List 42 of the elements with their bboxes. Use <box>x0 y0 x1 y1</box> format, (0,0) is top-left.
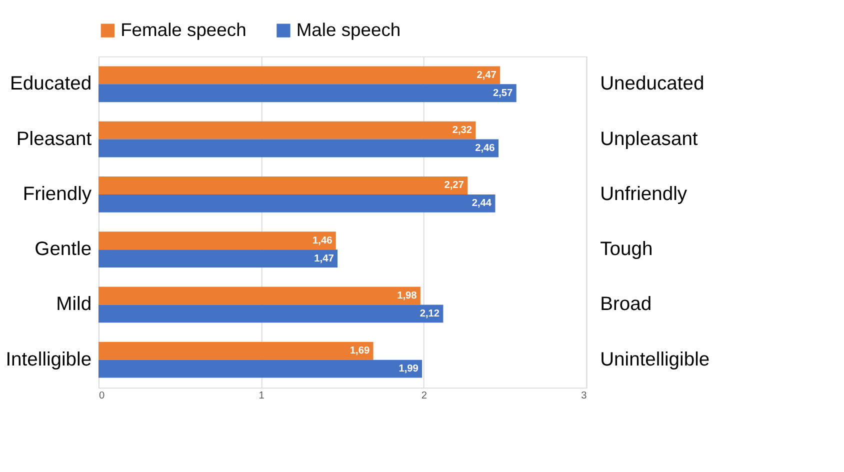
bar <box>98 66 500 84</box>
data-label: 2,32 <box>452 125 472 136</box>
y-tick-label: Friendly <box>22 184 92 205</box>
bar <box>98 360 422 378</box>
y2-tick-label: Unintelligible <box>600 349 710 370</box>
bar <box>98 232 336 250</box>
bar <box>98 342 374 360</box>
data-label: 2,47 <box>476 70 497 81</box>
bar <box>98 84 516 102</box>
bar <box>98 304 444 323</box>
data-label: 2,46 <box>475 143 496 154</box>
data-label: 1,47 <box>314 253 334 264</box>
y2-tick-label: Uneducated <box>600 74 704 95</box>
x-tick-label: 0 <box>98 390 105 402</box>
bar <box>98 139 498 158</box>
y2-tick-label: Tough <box>600 239 653 260</box>
y-tick-label: Educated <box>10 74 92 95</box>
y-tick-label: Pleasant <box>16 128 92 150</box>
bar <box>98 194 496 212</box>
y2-tick-label: Unpleasant <box>600 128 698 150</box>
bar <box>98 250 338 268</box>
bar <box>98 286 420 305</box>
data-label: 2,12 <box>420 308 440 320</box>
bar <box>98 176 468 194</box>
data-label: 2,27 <box>444 180 464 192</box>
data-label: 1,98 <box>397 290 418 302</box>
y2-tick-label: Unfriendly <box>600 184 688 205</box>
data-label: 1,99 <box>398 364 419 375</box>
y2-tick-label: Broad <box>600 294 652 316</box>
legend-label: Female speech <box>120 19 246 40</box>
bar <box>98 121 476 140</box>
x-tick-label: 3 <box>581 390 588 402</box>
x-tick-label: 2 <box>421 390 428 402</box>
y-tick-label: Gentle <box>34 239 92 260</box>
data-label: 2,57 <box>493 88 514 99</box>
x-tick-label: 1 <box>258 390 265 402</box>
data-label: 1,69 <box>350 346 370 357</box>
data-label: 1,46 <box>312 235 333 246</box>
data-label: 2,44 <box>472 198 492 210</box>
y-tick-label: Mild <box>56 294 92 316</box>
y-tick-label: Intelligible <box>6 349 92 370</box>
legend-label: Male speech <box>296 19 401 40</box>
